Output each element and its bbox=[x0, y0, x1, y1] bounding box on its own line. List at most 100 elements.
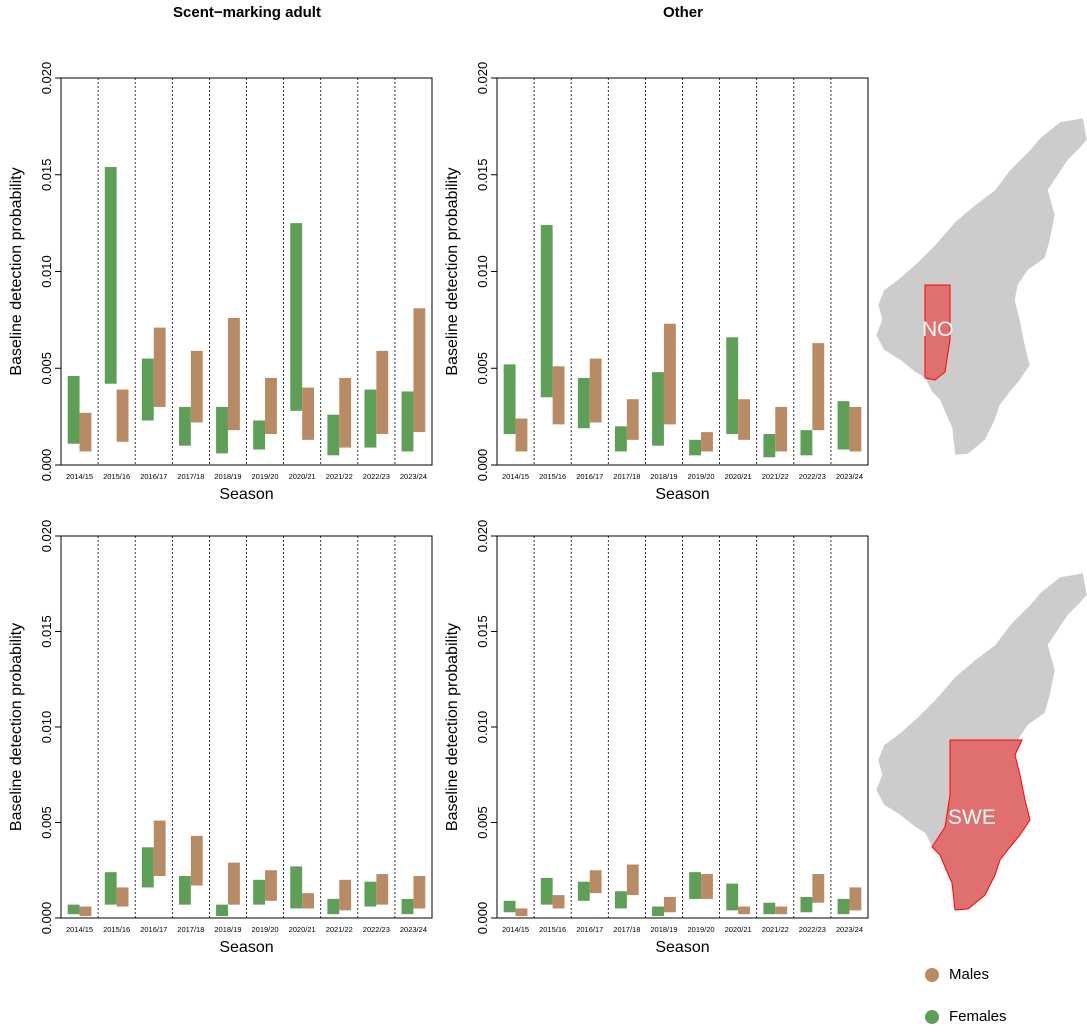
bar-males bbox=[413, 875, 426, 909]
column-title-other: Other bbox=[662, 4, 703, 21]
x-tick-label: 2014/15 bbox=[502, 472, 529, 481]
x-tick-label: 2015/16 bbox=[539, 925, 566, 934]
x-tick-label: 2023/24 bbox=[400, 472, 427, 481]
y-tick-label: 0.020 bbox=[475, 520, 490, 553]
x-tick-label: 2021/22 bbox=[762, 472, 789, 481]
x-tick-label: 2022/23 bbox=[799, 925, 826, 934]
x-tick-label: 2020/21 bbox=[289, 472, 316, 481]
x-tick-label: 2023/24 bbox=[836, 472, 863, 481]
bar-males bbox=[227, 862, 240, 905]
bar-females bbox=[577, 881, 590, 901]
bar-males bbox=[265, 377, 277, 435]
bar-males bbox=[775, 906, 788, 915]
bar-females bbox=[540, 877, 553, 905]
bar-females bbox=[327, 414, 340, 456]
bar-females bbox=[141, 847, 154, 888]
bar-females bbox=[503, 900, 516, 913]
x-tick-label: 2023/24 bbox=[400, 925, 427, 934]
y-tick-label: 0.000 bbox=[475, 902, 490, 935]
bar-males bbox=[79, 412, 92, 452]
x-tick-label: 2015/16 bbox=[103, 925, 130, 934]
y-tick-label: 0.005 bbox=[475, 352, 490, 385]
legend-label-males: Males bbox=[949, 966, 990, 983]
x-tick-label: 2022/23 bbox=[363, 925, 390, 934]
bar-females bbox=[726, 337, 739, 435]
y-tick-label: 0.010 bbox=[39, 711, 54, 744]
x-axis-label: Season bbox=[219, 486, 273, 503]
bar-females bbox=[253, 420, 266, 450]
bar-males bbox=[79, 906, 92, 917]
bar-females bbox=[503, 364, 516, 435]
bar-females bbox=[364, 389, 377, 448]
bar-females bbox=[67, 375, 80, 444]
bar-females bbox=[800, 430, 813, 456]
bar-males bbox=[116, 389, 129, 442]
bar-females bbox=[577, 377, 590, 429]
bar-males bbox=[302, 387, 315, 440]
x-tick-label: 2016/17 bbox=[576, 472, 603, 481]
y-tick-label: 0.015 bbox=[39, 158, 54, 191]
y-tick-label: 0.005 bbox=[39, 352, 54, 385]
x-tick-label: 2020/21 bbox=[289, 925, 316, 934]
y-tick-label: 0.015 bbox=[475, 615, 490, 648]
legend-item-males: Males bbox=[925, 966, 989, 983]
y-tick-label: 0.010 bbox=[475, 255, 490, 288]
x-tick-label: 2021/22 bbox=[326, 472, 353, 481]
x-axis-label: Season bbox=[219, 939, 273, 956]
bar-females bbox=[614, 891, 627, 909]
bar-males bbox=[663, 896, 676, 913]
y-tick-label: 0.020 bbox=[39, 520, 54, 553]
bar-females bbox=[141, 358, 154, 421]
x-tick-label: 2014/15 bbox=[66, 925, 93, 934]
x-tick-label: 2023/24 bbox=[836, 925, 863, 934]
x-tick-label: 2017/18 bbox=[177, 925, 204, 934]
bar-females bbox=[364, 881, 377, 907]
bar-females bbox=[178, 875, 191, 905]
bar-males bbox=[515, 418, 528, 452]
map-sweden-highlight bbox=[875, 572, 1087, 911]
y-tick-label: 0.005 bbox=[39, 806, 54, 839]
chart-panel: 2014/15 2015/16 2016/17 2017/18 2018/19 2019/… bbox=[444, 520, 869, 956]
bar-males bbox=[626, 399, 639, 440]
x-tick-label: 2019/20 bbox=[251, 925, 278, 934]
bar-males bbox=[663, 323, 676, 425]
x-tick-label: 2022/23 bbox=[363, 472, 390, 481]
x-tick-label: 2022/23 bbox=[799, 472, 826, 481]
y-tick-label: 0.000 bbox=[39, 449, 54, 482]
bar-males bbox=[738, 399, 751, 440]
bar-females bbox=[689, 872, 702, 899]
y-tick-label: 0.015 bbox=[475, 158, 490, 191]
bar-females bbox=[652, 372, 664, 446]
bar-females bbox=[290, 223, 303, 411]
x-axis-label: Season bbox=[655, 939, 709, 956]
bar-males bbox=[339, 879, 352, 911]
bar-males bbox=[515, 908, 528, 917]
y-axis-label: Baseline detection probability bbox=[444, 167, 461, 375]
bar-females bbox=[837, 898, 850, 915]
bar-males bbox=[701, 874, 713, 899]
y-tick-label: 0.000 bbox=[475, 449, 490, 482]
bar-males bbox=[413, 308, 426, 433]
bar-males bbox=[376, 874, 389, 905]
x-tick-label: 2018/19 bbox=[214, 472, 241, 481]
chart-panels: 2014/15 2015/16 2016/17 2017/18 2018/19 2019/… bbox=[8, 62, 869, 956]
legend-label-females: Females bbox=[949, 1008, 1007, 1025]
chart-panel: 2014/15 2015/16 2016/17 2017/18 2018/19 2019/… bbox=[8, 62, 433, 503]
bar-females bbox=[763, 434, 776, 458]
y-axis-label: Baseline detection probability bbox=[8, 623, 25, 831]
bar-males bbox=[552, 895, 565, 909]
bar-males bbox=[701, 432, 713, 452]
map-label-swe: SWE bbox=[948, 806, 996, 829]
map-land-shape bbox=[875, 117, 1087, 456]
x-tick-label: 2019/20 bbox=[251, 472, 278, 481]
map-region-sweden bbox=[931, 739, 1031, 911]
x-tick-label: 2017/18 bbox=[613, 925, 640, 934]
bar-males bbox=[153, 327, 166, 407]
bar-females bbox=[290, 866, 303, 909]
chart-panel: 2014/15 2015/16 2016/17 2017/18 2018/19 2019/… bbox=[444, 62, 869, 503]
bar-females bbox=[837, 401, 850, 450]
bar-males bbox=[376, 350, 389, 435]
bar-males bbox=[812, 343, 825, 431]
x-tick-label: 2021/22 bbox=[762, 925, 789, 934]
